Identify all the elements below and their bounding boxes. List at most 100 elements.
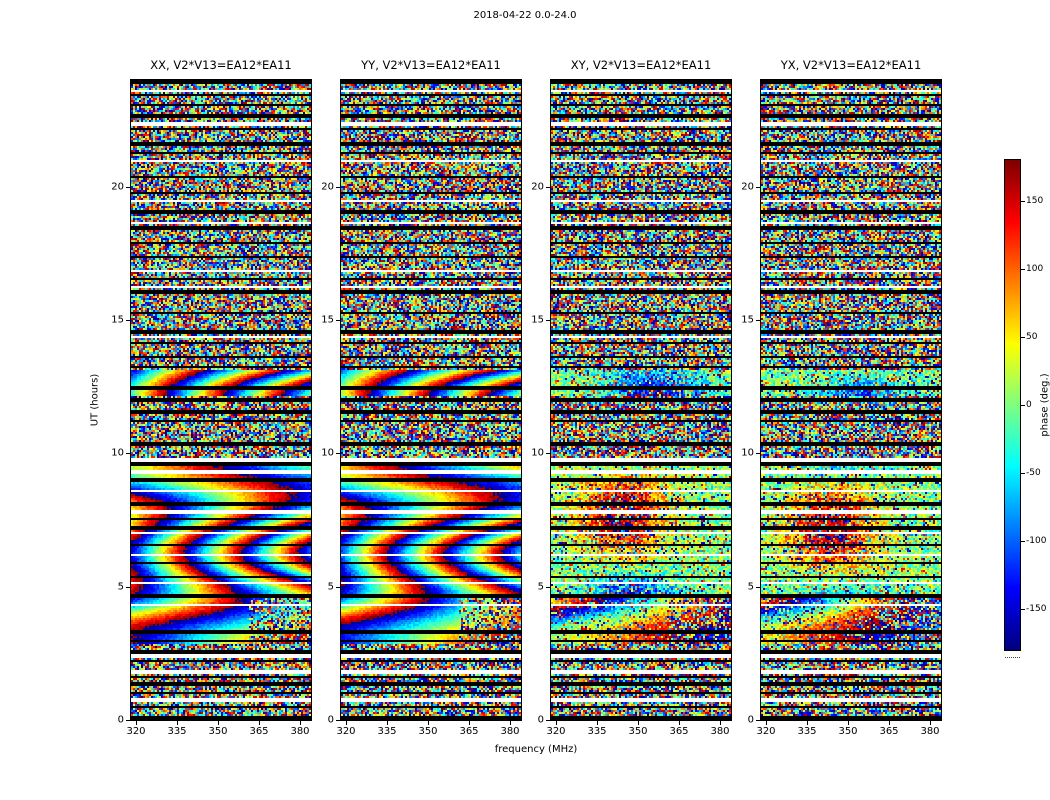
tick-mark xyxy=(126,587,130,588)
tick-mark xyxy=(336,187,340,188)
x-tick-label: 380 xyxy=(500,726,520,737)
tick-mark xyxy=(720,721,721,725)
tick-mark xyxy=(597,721,598,725)
heatmap-canvas-yy xyxy=(340,79,522,721)
tick-mark xyxy=(930,721,931,725)
tick-mark xyxy=(766,721,767,725)
tick-mark xyxy=(1021,473,1025,474)
tick-mark xyxy=(126,453,130,454)
x-tick-label: 365 xyxy=(879,726,899,737)
tick-mark xyxy=(336,720,340,721)
x-tick-label: 320 xyxy=(336,726,356,737)
tick-mark xyxy=(546,187,550,188)
tick-mark xyxy=(756,187,760,188)
y-tick-label: 0 xyxy=(327,714,334,726)
panel-yx: YX, V2*V13=EA12*EA11 320 335 350 365 380… xyxy=(741,58,942,737)
tick-mark xyxy=(126,320,130,321)
panel-xy: XY, V2*V13=EA12*EA11 320 335 350 365 380… xyxy=(531,58,732,737)
tick-mark xyxy=(126,187,130,188)
panel-title: YY, V2*V13=EA12*EA11 xyxy=(361,58,501,72)
tick-mark xyxy=(387,721,388,725)
y-tick-label: 15 xyxy=(741,314,754,326)
tick-mark xyxy=(546,720,550,721)
x-tick-label: 380 xyxy=(920,726,940,737)
colorbar-tick-label: 150 xyxy=(1026,196,1044,206)
colorbar: 150 100 50 0 -50 -100 -150 xyxy=(1004,159,1046,658)
tick-mark xyxy=(756,320,760,321)
tick-mark xyxy=(259,721,260,725)
x-tick-label: 350 xyxy=(628,726,648,737)
y-tick-label: 5 xyxy=(117,581,124,593)
tick-mark xyxy=(136,721,137,725)
tick-mark xyxy=(1021,269,1025,270)
tick-mark xyxy=(1021,405,1025,406)
colorbar-tick-label: -50 xyxy=(1026,468,1041,478)
tick-mark xyxy=(336,587,340,588)
colorbar-label: phase (deg.) xyxy=(1039,373,1050,437)
x-tick-label: 350 xyxy=(208,726,228,737)
tick-mark xyxy=(756,720,760,721)
heatmap-canvas-xy xyxy=(550,79,732,721)
tick-mark xyxy=(1021,337,1025,338)
colorbar-tick-label: -100 xyxy=(1026,536,1047,546)
figure-title: 2018-04-22 0.0-24.0 xyxy=(473,10,577,21)
y-tick-label: 20 xyxy=(531,181,544,193)
colorbar-tick-label: 50 xyxy=(1026,332,1038,342)
tick-mark xyxy=(469,721,470,725)
tick-mark xyxy=(848,721,849,725)
tick-mark xyxy=(756,587,760,588)
colorbar-tick-label: -150 xyxy=(1026,604,1047,614)
tick-mark xyxy=(336,453,340,454)
tick-mark xyxy=(1021,201,1025,202)
panel-title: XY, V2*V13=EA12*EA11 xyxy=(570,58,712,72)
tick-mark xyxy=(556,721,557,725)
x-tick-label: 335 xyxy=(797,726,817,737)
y-tick-label: 10 xyxy=(531,447,544,459)
colorbar-tick-label: 100 xyxy=(1026,264,1044,274)
y-tick-label: 20 xyxy=(321,181,334,193)
y-tick-label: 10 xyxy=(321,447,334,459)
panel-title: YX, V2*V13=EA12*EA11 xyxy=(780,58,922,72)
colorbar-extend-dash xyxy=(1005,657,1020,658)
x-tick-label: 335 xyxy=(167,726,187,737)
y-tick-label: 0 xyxy=(537,714,544,726)
tick-mark xyxy=(346,721,347,725)
x-tick-label: 335 xyxy=(587,726,607,737)
x-tick-label: 380 xyxy=(710,726,730,737)
x-tick-label: 350 xyxy=(838,726,858,737)
tick-mark xyxy=(336,320,340,321)
tick-mark xyxy=(546,587,550,588)
tick-mark xyxy=(546,453,550,454)
x-tick-label: 380 xyxy=(290,726,310,737)
tick-mark xyxy=(177,721,178,725)
tick-mark xyxy=(756,453,760,454)
tick-mark xyxy=(807,721,808,725)
x-tick-label: 350 xyxy=(418,726,438,737)
heatmap-canvas-xx xyxy=(130,79,312,721)
x-tick-label: 365 xyxy=(249,726,269,737)
y-tick-label: 10 xyxy=(741,447,754,459)
y-tick-label: 20 xyxy=(111,181,124,193)
panel-xx: XX, V2*V13=EA12*EA11 320 335 350 365 380… xyxy=(111,58,312,737)
y-tick-label: 5 xyxy=(537,581,544,593)
x-tick-label: 365 xyxy=(459,726,479,737)
y-tick-label: 15 xyxy=(531,314,544,326)
x-tick-label: 320 xyxy=(126,726,146,737)
y-tick-label: 0 xyxy=(117,714,124,726)
tick-mark xyxy=(546,320,550,321)
tick-mark xyxy=(126,720,130,721)
tick-mark xyxy=(510,721,511,725)
heatmap-canvas-yx xyxy=(760,79,942,721)
y-tick-label: 15 xyxy=(321,314,334,326)
x-tick-label: 320 xyxy=(546,726,566,737)
panel-title: XX, V2*V13=EA12*EA11 xyxy=(150,58,292,72)
tick-mark xyxy=(218,721,219,725)
x-axis-label: frequency (MHz) xyxy=(494,744,578,755)
x-tick-label: 320 xyxy=(756,726,776,737)
tick-mark xyxy=(1021,609,1025,610)
panel-yy: YY, V2*V13=EA12*EA11 320 335 350 365 380… xyxy=(321,58,522,737)
tick-mark xyxy=(638,721,639,725)
x-tick-label: 365 xyxy=(669,726,689,737)
y-tick-label: 5 xyxy=(327,581,334,593)
